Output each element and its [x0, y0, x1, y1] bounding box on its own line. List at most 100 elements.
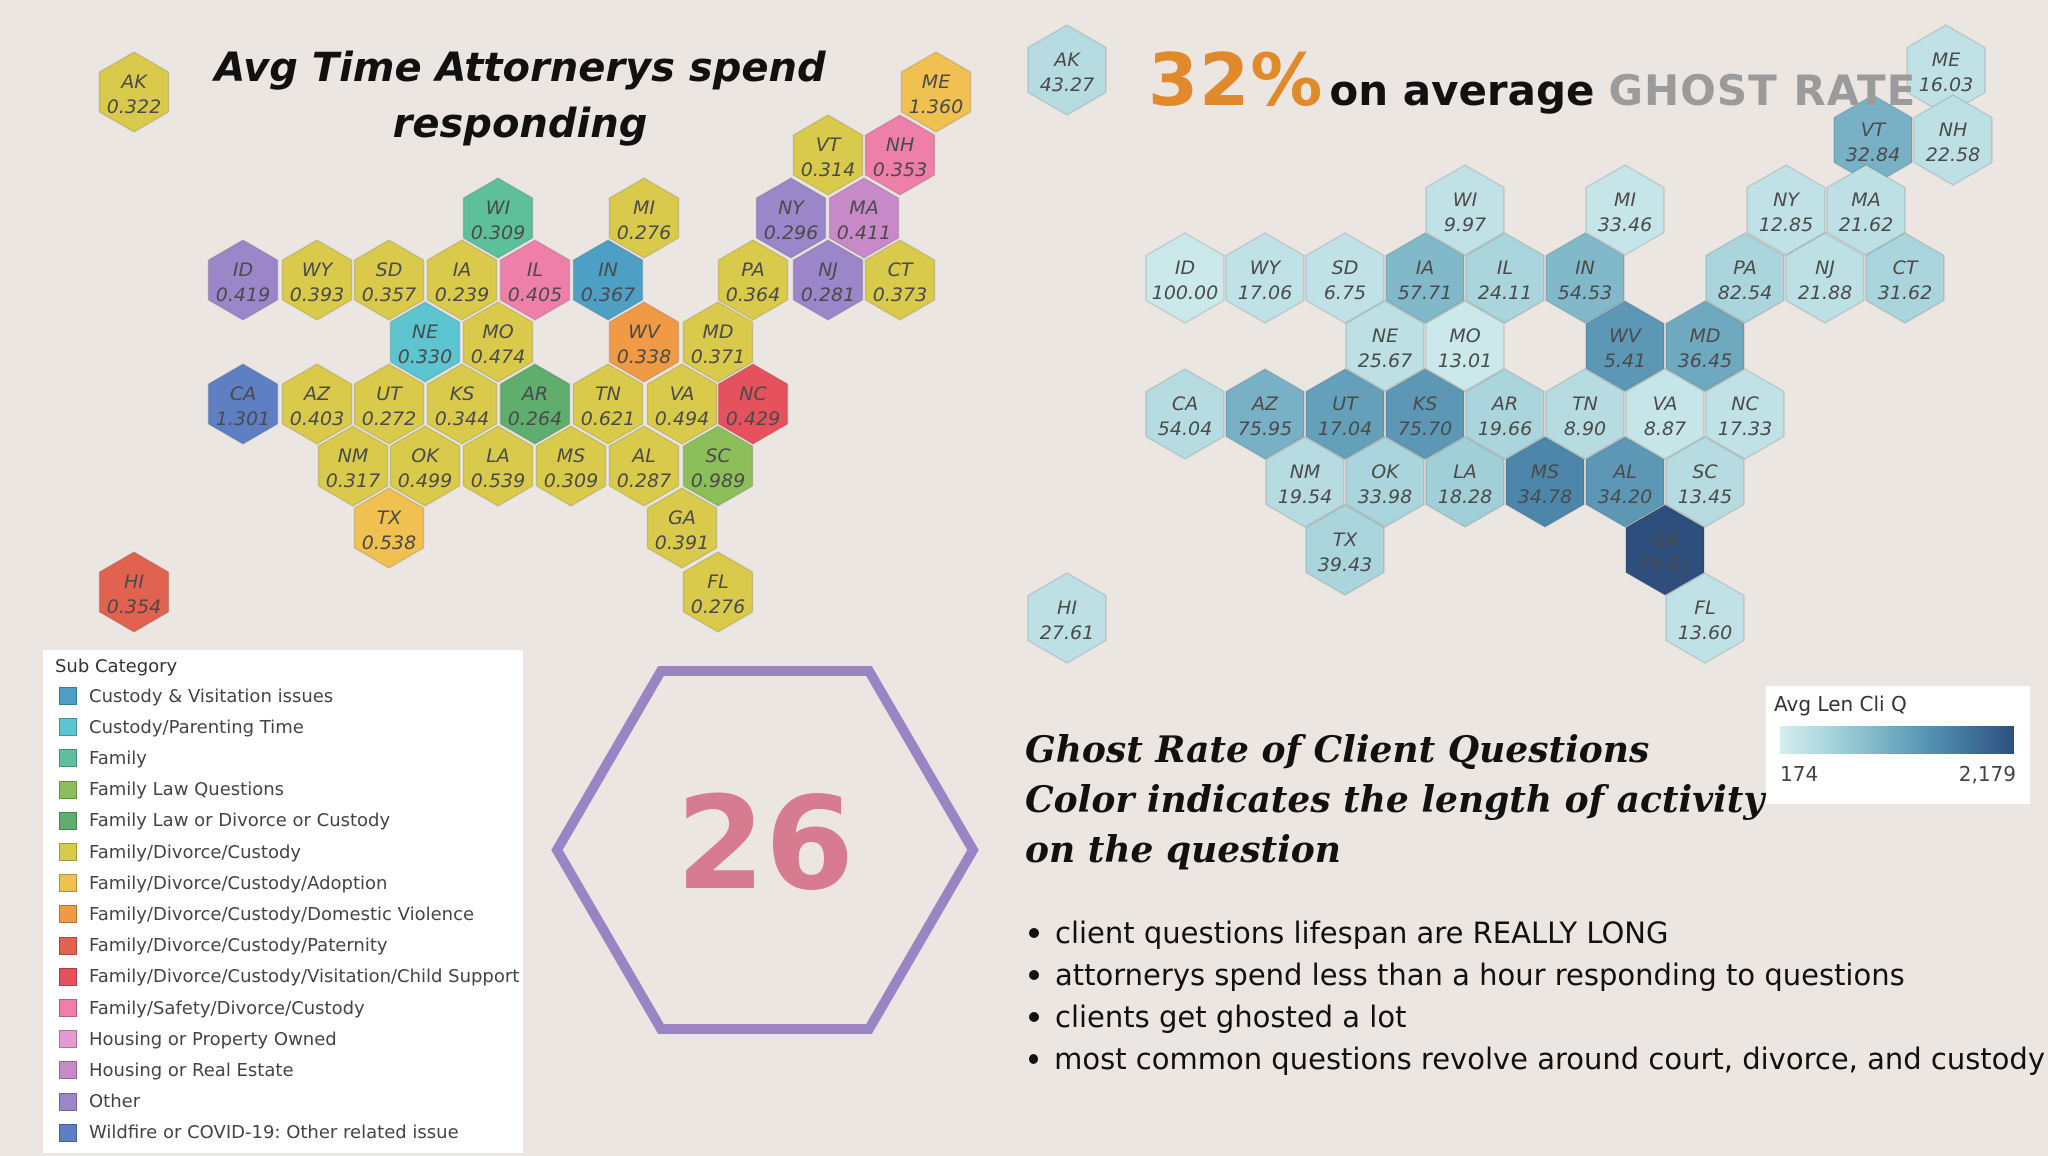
- legend-item[interactable]: Family/Safety/Divorce/Custody: [59, 996, 365, 1020]
- state-hex-wi[interactable]: WI 0.309: [462, 177, 534, 259]
- state-hex-wy[interactable]: WY 0.393: [281, 239, 353, 321]
- state-value: 34.78: [1518, 486, 1572, 508]
- state-hex-pa[interactable]: PA 82.54: [1705, 232, 1785, 324]
- state-hex-ut[interactable]: UT 17.04: [1305, 368, 1385, 460]
- legend-item[interactable]: Family/Divorce/Custody: [59, 840, 301, 864]
- legend-item[interactable]: Other: [59, 1090, 140, 1114]
- state-hex-az[interactable]: AZ 75.95: [1225, 368, 1305, 460]
- state-hex-ne[interactable]: NE 25.67: [1345, 300, 1425, 392]
- state-hex-ne[interactable]: NE 0.330: [389, 301, 461, 383]
- hex-shape: [1705, 232, 1785, 324]
- legend-item[interactable]: Family Law or Divorce or Custody: [59, 809, 390, 833]
- state-hex-hi[interactable]: HI 27.61: [1027, 572, 1107, 664]
- state-hex-ct[interactable]: CT 31.62: [1865, 232, 1945, 324]
- state-hex-ar[interactable]: AR 0.264: [499, 363, 571, 445]
- state-hex-md[interactable]: MD 36.45: [1665, 300, 1745, 392]
- state-hex-va[interactable]: VA 8.87: [1625, 368, 1705, 460]
- state-hex-ak[interactable]: AK 43.27: [1027, 24, 1107, 116]
- state-hex-nc[interactable]: NC 0.429: [717, 363, 789, 445]
- state-hex-in[interactable]: IN 54.53: [1545, 232, 1625, 324]
- state-hex-fl[interactable]: FL 0.276: [682, 551, 754, 633]
- state-hex-me[interactable]: ME 1.360: [900, 51, 972, 133]
- state-abbrev: TN: [595, 383, 621, 405]
- state-hex-ma[interactable]: MA 21.62: [1826, 164, 1906, 256]
- state-hex-id[interactable]: ID 100.00: [1145, 232, 1225, 324]
- state-hex-id[interactable]: ID 0.419: [207, 239, 279, 321]
- state-hex-ms[interactable]: MS 0.309: [535, 425, 607, 507]
- state-hex-wy[interactable]: WY 17.06: [1225, 232, 1305, 324]
- state-abbrev: NJ: [818, 259, 838, 281]
- state-hex-ks[interactable]: KS 75.70: [1385, 368, 1465, 460]
- state-hex-il[interactable]: IL 24.11: [1465, 232, 1545, 324]
- state-hex-tn[interactable]: TN 8.90: [1545, 368, 1625, 460]
- state-hex-ks[interactable]: KS 0.344: [426, 363, 498, 445]
- state-hex-nj[interactable]: NJ 0.281: [792, 239, 864, 321]
- state-hex-wv[interactable]: WV 5.41: [1585, 300, 1665, 392]
- state-hex-wi[interactable]: WI 9.97: [1425, 164, 1505, 256]
- legend-item[interactable]: Housing or Property Owned: [59, 1027, 337, 1051]
- state-hex-ct[interactable]: CT 0.373: [864, 239, 936, 321]
- legend-item[interactable]: Custody & Visitation issues: [59, 684, 333, 708]
- state-hex-la[interactable]: LA 0.539: [462, 425, 534, 507]
- state-hex-mo[interactable]: MO 0.474: [462, 301, 534, 383]
- state-value: 0.371: [691, 346, 745, 368]
- legend-item[interactable]: Family Law Questions: [59, 778, 284, 802]
- state-hex-al[interactable]: AL 0.287: [608, 425, 680, 507]
- state-hex-nc[interactable]: NC 17.33: [1705, 368, 1785, 460]
- state-hex-ny[interactable]: NY 0.296: [755, 177, 827, 259]
- legend-item[interactable]: Family/Divorce/Custody/Paternity: [59, 934, 388, 958]
- state-hex-sc[interactable]: SC 0.989: [682, 425, 754, 507]
- state-hex-nm[interactable]: NM 0.317: [317, 425, 389, 507]
- state-hex-tx[interactable]: TX 39.43: [1305, 504, 1385, 596]
- legend-item[interactable]: Family/Divorce/Custody/Adoption: [59, 871, 387, 895]
- state-hex-fl[interactable]: FL 13.60: [1665, 572, 1745, 664]
- legend-item[interactable]: Custody/Parenting Time: [59, 715, 304, 739]
- state-value: 13.01: [1438, 350, 1492, 372]
- state-hex-ca[interactable]: CA 1.301: [207, 363, 279, 445]
- state-hex-mi[interactable]: MI 0.276: [608, 177, 680, 259]
- state-hex-sc[interactable]: SC 13.45: [1665, 436, 1745, 528]
- legend-item[interactable]: Wildfire or COVID-19: Other related issu…: [59, 1121, 459, 1145]
- legend-item[interactable]: Family/Divorce/Custody/Visitation/Child …: [59, 965, 519, 989]
- state-hex-nh[interactable]: NH 22.58: [1913, 94, 1993, 186]
- state-hex-ca[interactable]: CA 54.04: [1145, 368, 1225, 460]
- state-hex-ga[interactable]: GA 0.391: [646, 487, 718, 569]
- state-hex-ma[interactable]: MA 0.411: [828, 177, 900, 259]
- state-hex-sd[interactable]: SD 6.75: [1305, 232, 1385, 324]
- state-hex-pa[interactable]: PA 0.364: [717, 239, 789, 321]
- state-hex-tn[interactable]: TN 0.621: [572, 363, 644, 445]
- state-hex-la[interactable]: LA 18.28: [1425, 436, 1505, 528]
- state-hex-ny[interactable]: NY 12.85: [1746, 164, 1826, 256]
- state-hex-ms[interactable]: MS 34.78: [1505, 436, 1585, 528]
- state-hex-ok[interactable]: OK 0.499: [389, 425, 461, 507]
- legend-item[interactable]: Family: [59, 746, 147, 770]
- state-hex-in[interactable]: IN 0.367: [572, 239, 644, 321]
- state-hex-ok[interactable]: OK 33.98: [1345, 436, 1425, 528]
- legend-item[interactable]: Housing or Real Estate: [59, 1058, 294, 1082]
- state-hex-sd[interactable]: SD 0.357: [353, 239, 425, 321]
- state-hex-ia[interactable]: IA 57.71: [1385, 232, 1465, 324]
- state-hex-vt[interactable]: VT 32.84: [1833, 94, 1913, 186]
- state-hex-mi[interactable]: MI 33.46: [1585, 164, 1665, 256]
- state-hex-wv[interactable]: WV 0.338: [608, 301, 680, 383]
- state-hex-vt[interactable]: VT 0.314: [792, 114, 864, 196]
- state-hex-ia[interactable]: IA 0.239: [426, 239, 498, 321]
- state-hex-ga[interactable]: GA 79.61: [1625, 504, 1705, 596]
- state-hex-va[interactable]: VA 0.494: [646, 363, 718, 445]
- state-hex-il[interactable]: IL 0.405: [499, 239, 571, 321]
- state-hex-ar[interactable]: AR 19.66: [1465, 368, 1545, 460]
- state-hex-ak[interactable]: AK 0.322: [98, 51, 170, 133]
- state-hex-az[interactable]: AZ 0.403: [281, 363, 353, 445]
- state-hex-nj[interactable]: NJ 21.88: [1785, 232, 1865, 324]
- state-abbrev: FL: [707, 571, 729, 593]
- state-hex-mo[interactable]: MO 13.01: [1425, 300, 1505, 392]
- state-hex-nm[interactable]: NM 19.54: [1265, 436, 1345, 528]
- state-hex-al[interactable]: AL 34.20: [1585, 436, 1665, 528]
- state-hex-hi[interactable]: HI 0.354: [98, 551, 170, 633]
- state-hex-tx[interactable]: TX 0.538: [353, 487, 425, 569]
- legend-item[interactable]: Family/Divorce/Custody/Domestic Violence: [59, 902, 474, 926]
- state-hex-nh[interactable]: NH 0.353: [864, 114, 936, 196]
- state-hex-md[interactable]: MD 0.371: [682, 301, 754, 383]
- state-value: 0.309: [471, 222, 525, 244]
- state-hex-ut[interactable]: UT 0.272: [353, 363, 425, 445]
